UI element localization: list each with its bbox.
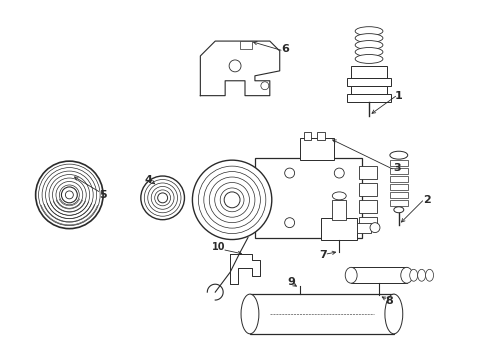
Bar [255,158,362,238]
Bar [390,192,408,198]
Circle shape [158,193,168,203]
Circle shape [229,60,241,72]
Circle shape [285,168,294,178]
Bar [390,200,408,206]
Bar [390,160,408,166]
Ellipse shape [332,192,346,200]
Text: 3: 3 [393,163,401,173]
Circle shape [261,82,269,90]
Bar [357,223,371,233]
Ellipse shape [417,269,426,281]
Bar [359,217,377,230]
Bar [240,41,252,49]
Bar [359,200,377,213]
Text: 10: 10 [212,243,225,252]
Polygon shape [230,255,260,284]
Text: 6: 6 [282,44,290,54]
Bar [359,166,377,179]
Ellipse shape [355,33,383,42]
Text: 4: 4 [145,175,153,185]
Text: 8: 8 [385,296,393,306]
Text: 1: 1 [395,91,403,101]
Bar [351,66,387,78]
Ellipse shape [355,41,383,50]
Bar [351,267,407,283]
Circle shape [224,192,240,208]
Ellipse shape [355,48,383,57]
Polygon shape [200,41,280,96]
Bar [321,218,357,239]
Text: 9: 9 [288,277,295,287]
Bar [332,200,346,220]
Bar [390,176,408,182]
Circle shape [285,218,294,228]
Circle shape [334,168,344,178]
Ellipse shape [355,54,383,63]
Bar [250,294,394,334]
Ellipse shape [385,294,403,334]
Bar [390,184,408,190]
Ellipse shape [370,223,380,233]
Bar [347,78,391,86]
Bar [303,132,312,140]
Circle shape [141,176,184,220]
Ellipse shape [241,294,259,334]
Text: 7: 7 [319,251,327,260]
Bar [347,94,391,102]
Ellipse shape [410,269,417,281]
Bar [390,168,408,174]
Circle shape [61,187,77,203]
Ellipse shape [355,27,383,36]
Circle shape [36,161,103,229]
Ellipse shape [345,267,357,283]
Text: 5: 5 [99,190,107,200]
Ellipse shape [394,207,404,213]
Bar [351,86,387,94]
Bar [318,132,325,140]
Text: 2: 2 [423,195,430,205]
Circle shape [193,160,272,239]
Ellipse shape [401,267,413,283]
Ellipse shape [390,151,408,159]
Bar [299,138,334,160]
Bar [359,183,377,196]
Ellipse shape [426,269,434,281]
